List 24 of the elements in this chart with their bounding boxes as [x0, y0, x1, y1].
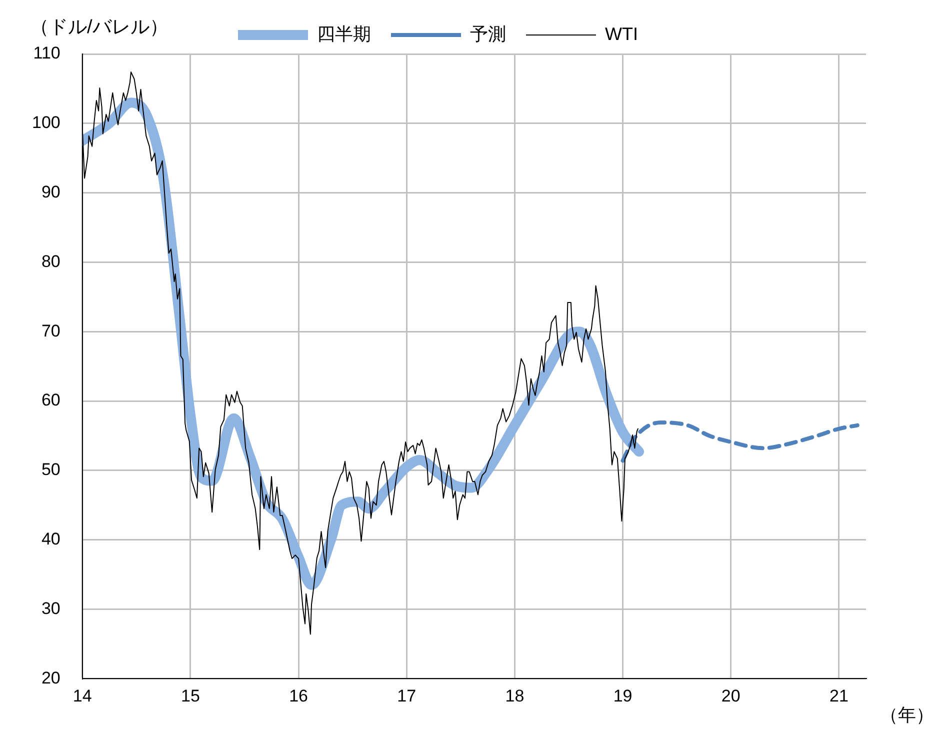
y-tick-label: 70 [41, 321, 60, 340]
y-tick-label: 30 [41, 598, 60, 618]
x-tick-label: 21 [830, 686, 848, 706]
x-tick-label: 19 [613, 686, 632, 706]
legend-label: 四半期 [317, 24, 372, 44]
x-tick-label: 16 [289, 686, 308, 706]
y-tick-label: 50 [41, 460, 60, 480]
legend-label: 予測 [470, 24, 506, 44]
x-axis-title: （年） [880, 704, 934, 727]
x-tick-label: 18 [505, 686, 524, 706]
x-tick-label: 20 [721, 686, 740, 706]
y-tick-label: 20 [41, 668, 60, 688]
y-axis-title: （ドル/バレル） [30, 16, 168, 40]
legend-label: WTI [605, 24, 638, 44]
y-tick-label: 100 [32, 113, 60, 132]
y-tick-label: 110 [33, 44, 60, 63]
line-series [620, 420, 860, 463]
y-tick-label: 60 [41, 390, 60, 410]
y-tick-label: 90 [41, 182, 60, 202]
x-tick-label: 15 [180, 686, 200, 706]
x-tick-label: 14 [72, 686, 92, 706]
y-tick-label: 40 [41, 529, 60, 548]
x-tick-label: 17 [397, 686, 416, 706]
y-tick-label: 80 [41, 252, 60, 271]
